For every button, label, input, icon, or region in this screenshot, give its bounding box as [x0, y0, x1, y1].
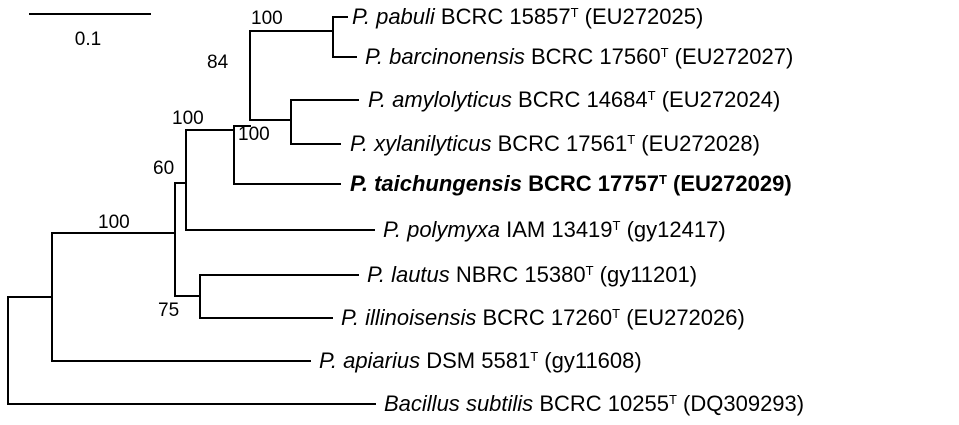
bootstrap-pabuli-barcinonensis: 100 [251, 8, 283, 29]
taxon-label-subtilis: Bacillus subtilis BCRC 10255T (DQ309293) [384, 391, 804, 416]
taxon-type-mark: T [586, 263, 594, 278]
bootstrap-with-polymyxa: 60 [153, 158, 174, 179]
taxon-label-polymyxa: P. polymyxa IAM 13419T (gy12417) [383, 217, 726, 242]
taxon-species: taichungensis [374, 171, 522, 196]
taxon-label-barcinonensis: P. barcinonensis BCRC 17560T (EU272027) [365, 44, 793, 69]
taxon-label-xylanilyticus: P. xylanilyticus BCRC 17561T (EU272028) [350, 131, 760, 156]
bootstrap-with-taichungensis: 100 [172, 108, 204, 129]
taxon-accession: (EU272028) [641, 131, 760, 156]
taxon-accession: (DQ309293) [683, 391, 804, 416]
bootstrap-amylolyticus-xylanilyticus: 100 [238, 124, 270, 145]
taxon-strain: BCRC 17260 [482, 305, 612, 330]
taxon-label-taichungensis: P. taichungensis BCRC 17757T (EU272029) [350, 171, 792, 196]
taxon-label-amylolyticus: P. amylolyticus BCRC 14684T (EU272024) [368, 87, 780, 112]
taxon-type-mark: T [530, 349, 538, 364]
taxon-genus: P. [367, 262, 385, 287]
taxon-genus: P. [350, 131, 368, 156]
taxon-species: barcinonensis [389, 44, 525, 69]
taxon-strain: DSM 5581 [426, 348, 530, 373]
taxon-genus: P. [319, 348, 337, 373]
taxon-strain: BCRC 17757 [528, 171, 659, 196]
taxon-label-apiarius: P. apiarius DSM 5581T (gy11608) [319, 348, 642, 373]
taxon-type-mark: T [571, 5, 579, 20]
taxon-species: polymyxa [406, 217, 500, 242]
taxon-genus: P. [341, 305, 359, 330]
taxon-genus: P. [365, 44, 383, 69]
taxon-strain: IAM 13419 [506, 217, 612, 242]
taxon-genus: P. [350, 171, 368, 196]
taxon-species: illinoisensis [365, 305, 476, 330]
bootstrap-paenibacillus: 100 [98, 212, 130, 233]
bootstrap-values: 100 84 100 100 60 100 75 [98, 8, 283, 321]
taxon-accession: (gy12417) [627, 217, 726, 242]
tree-branches [7, 16, 376, 405]
taxon-strain: BCRC 10255 [539, 391, 669, 416]
taxon-type-mark: T [612, 306, 620, 321]
taxon-genus: P. [368, 87, 386, 112]
taxon-genus: P. [352, 4, 370, 29]
taxon-accession: (EU272029) [673, 171, 792, 196]
taxon-label-lautus: P. lautus NBRC 15380T (gy11201) [367, 262, 697, 287]
taxon-labels: P. pabuli BCRC 15857T (EU272025) P. barc… [319, 4, 804, 416]
taxon-species: subtilis [466, 391, 533, 416]
taxon-type-mark: T [648, 88, 656, 103]
taxon-type-mark: T [669, 392, 677, 407]
bootstrap-lautus-illinoisensis: 75 [158, 300, 179, 321]
taxon-label-pabuli: P. pabuli BCRC 15857T (EU272025) [352, 4, 703, 29]
taxon-type-mark: T [659, 172, 667, 187]
taxon-accession: (gy11608) [544, 348, 641, 373]
taxon-strain: BCRC 17560 [531, 44, 661, 69]
bootstrap-node84: 84 [207, 52, 229, 73]
taxon-species: lautus [391, 262, 450, 287]
taxon-genus: Bacillus [384, 391, 460, 416]
taxon-strain: NBRC 15380 [456, 262, 586, 287]
taxon-label-illinoisensis: P. illinoisensis BCRC 17260T (EU272026) [341, 305, 745, 330]
taxon-strain: BCRC 14684 [518, 87, 648, 112]
taxon-genus: P. [383, 217, 401, 242]
taxon-type-mark: T [661, 45, 669, 60]
taxon-type-mark: T [627, 132, 635, 147]
taxon-accession: (EU272025) [585, 4, 704, 29]
taxon-type-mark: T [613, 218, 621, 233]
taxon-accession: (gy11201) [600, 262, 697, 287]
taxon-accession: (EU272027) [675, 44, 794, 69]
taxon-species: xylanilyticus [373, 131, 491, 156]
taxon-strain: BCRC 17561 [498, 131, 628, 156]
taxon-species: pabuli [375, 4, 436, 29]
taxon-accession: (EU272026) [626, 305, 745, 330]
scale-bar-label: 0.1 [75, 29, 101, 50]
taxon-species: amylolyticus [392, 87, 512, 112]
taxon-species: apiarius [343, 348, 420, 373]
taxon-accession: (EU272024) [662, 87, 781, 112]
taxon-strain: BCRC 15857 [441, 4, 571, 29]
